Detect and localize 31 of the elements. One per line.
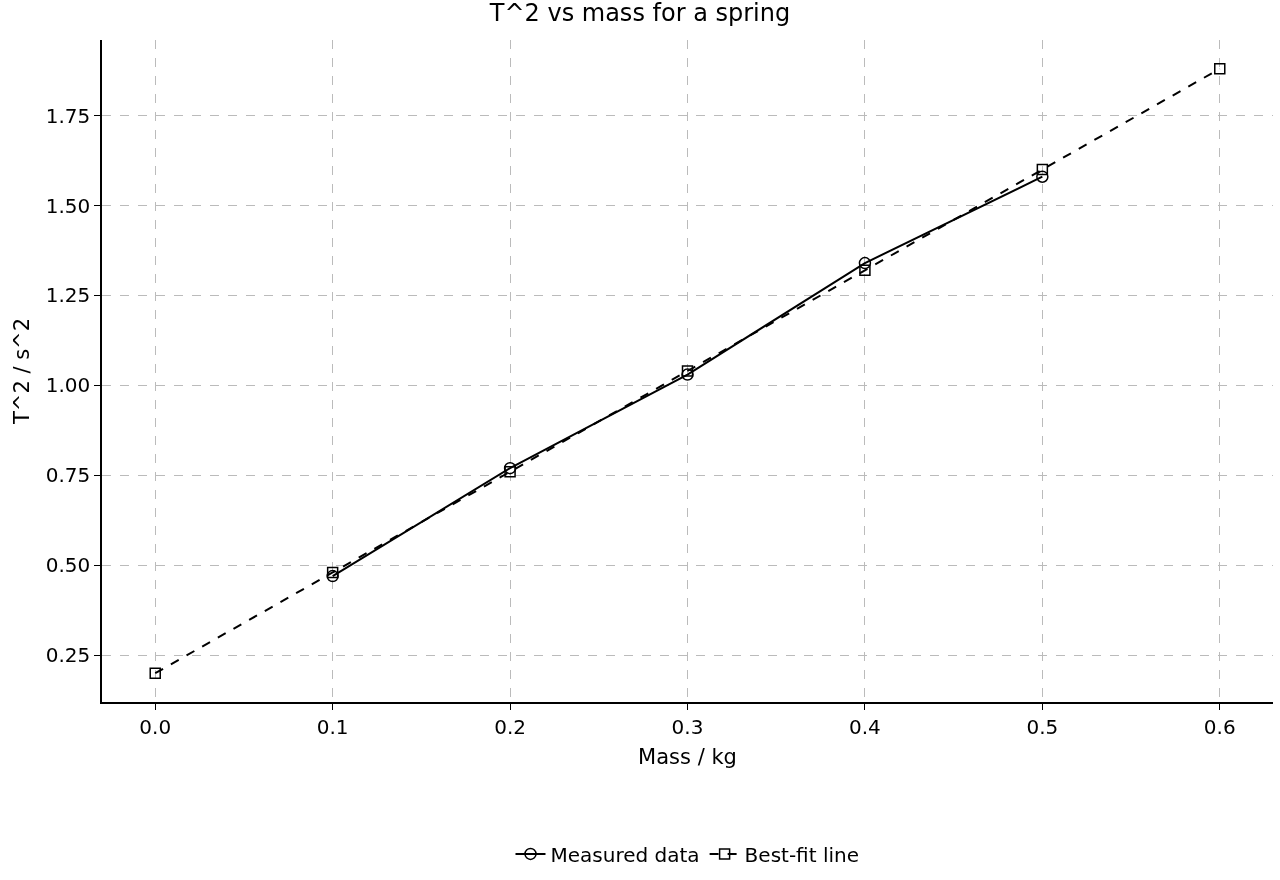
y-tick-label: 0.25 [45, 643, 91, 668]
point [149, 667, 161, 679]
point [326, 566, 339, 579]
y-axis-title: T^2 / s^2 [10, 317, 35, 426]
point [326, 569, 339, 583]
x-tick-label: 0.3 [671, 714, 704, 739]
point [1214, 63, 1226, 75]
point [503, 461, 517, 475]
y-tick-label: 0.75 [45, 463, 91, 488]
y-tick-label: 1.50 [45, 193, 91, 218]
point [681, 365, 694, 377]
point [1036, 163, 1049, 176]
chart-title: T^2 vs mass for a spring [488, 0, 791, 28]
x-tick-label: 0.6 [1203, 714, 1236, 739]
legend-label: Measured data [550, 842, 700, 867]
y-tick-label: 1.75 [45, 103, 91, 128]
x-tick-label: 0.1 [316, 714, 349, 739]
x-tick-label: 0.5 [1026, 714, 1059, 739]
x-tick-label: 0.4 [849, 714, 881, 739]
point [858, 256, 872, 270]
point [859, 264, 871, 277]
x-axis-title: Mass / kg [638, 745, 737, 770]
y-tick-label: 0.50 [45, 553, 91, 578]
x-tick-label: 0.0 [139, 714, 172, 739]
point [681, 368, 694, 381]
y-tick-label: 1.00 [45, 373, 91, 398]
point [1036, 170, 1049, 183]
y-tick-label: 1.25 [45, 283, 91, 308]
x-tick-label: 0.2 [494, 714, 526, 739]
legend-label: Best-fit line [744, 842, 860, 867]
point [504, 465, 516, 478]
